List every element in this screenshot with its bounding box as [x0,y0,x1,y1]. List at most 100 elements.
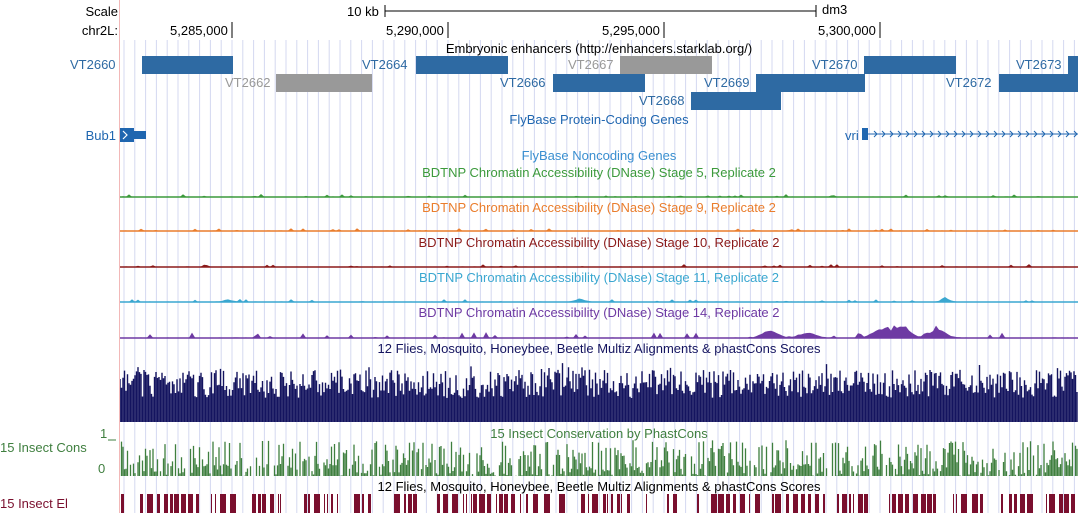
gene-vri-strand [1017,130,1022,138]
insect-element [1009,494,1012,513]
gene-vri-strand [945,130,950,138]
insect-element [726,494,730,513]
track-title-protein-genes[interactable]: FlyBase Protein-Coding Genes [509,112,689,127]
insect-element [278,494,279,513]
enhancer-feature[interactable] [1068,56,1078,74]
insect-element [772,494,774,513]
enhancer-label[interactable]: VT2669 [704,75,750,90]
enhancer-feature[interactable] [416,56,508,74]
insect-element [581,494,585,513]
enhancer-feature[interactable] [620,56,712,74]
insect-element [140,494,143,513]
gene-vri-strand [1001,130,1006,138]
insect-element [611,494,613,513]
insect-element [621,494,622,513]
track-title-multiz[interactable]: 12 Flies, Mosquito, Honeybee, Beetle Mul… [377,341,821,356]
insect-element [972,494,978,513]
insect-element [889,494,890,513]
track-title-dnase-stage9[interactable]: BDTNP Chromatin Accessibility (DNase) St… [422,200,776,215]
gene-bub1-strand [122,130,128,140]
insect-element [544,494,550,513]
enhancer-feature[interactable] [756,74,865,92]
chrom-label: chr2L: [81,23,118,38]
gene-vri-strand [1065,130,1070,138]
enhancer-feature[interactable] [691,92,781,110]
insect-element [479,494,485,513]
gene-vri-strand [1033,130,1038,138]
insect-element [174,494,179,513]
gene-vri-strand [1009,130,1014,138]
gene-vri-strand [881,130,886,138]
insect-element [324,494,325,513]
gene-label-vri[interactable]: vri [845,128,859,143]
enhancer-label[interactable]: VT2667 [568,57,614,72]
enhancer-label[interactable]: VT2672 [946,75,992,90]
insect-element [858,494,863,513]
insect-element [1059,494,1063,513]
insect-element [815,494,819,513]
track-title-dnase-stage10[interactable]: BDTNP Chromatin Accessibility (DNase) St… [418,235,780,250]
insect-element [627,494,630,513]
insect-cons-signal [120,440,1078,476]
enhancer-label[interactable]: VT2670 [812,57,858,72]
ruler-tick-label: 5,295,000 [602,23,660,38]
insect-element [953,494,954,513]
enhancer-label[interactable]: VT2664 [362,57,408,72]
insect-element [933,494,936,513]
insect-element [196,494,199,513]
enhancer-label[interactable]: VT2668 [639,93,685,108]
insect-element [362,494,364,513]
insect-element [258,494,261,513]
track-title-dnase-stage14[interactable]: BDTNP Chromatin Accessibility (DNase) St… [418,305,780,320]
track-title-dnase-stage11[interactable]: BDTNP Chromatin Accessibility (DNase) St… [418,270,780,285]
scale-bar-text: 10 kb [347,4,379,19]
insect-element [520,494,521,513]
label-divider [119,0,120,513]
enhancer-feature[interactable] [553,74,645,92]
insect-element [354,494,360,513]
insect-element [775,494,781,513]
ruler-tick-label: 5,290,000 [386,23,444,38]
gene-vri-strand [969,130,974,138]
dnase-signal [120,297,1078,302]
track-title-noncoding-genes[interactable]: FlyBase Noncoding Genes [521,148,677,163]
enhancer-feature[interactable] [276,74,372,92]
insect-element [262,494,266,513]
insect-elements-left-label[interactable]: 15 Insect El [0,496,68,511]
insect-element [504,494,508,513]
insect-element [793,494,798,513]
insect-element [755,494,760,513]
dnase-signal [120,194,1078,197]
gene-bub1-utr [134,131,146,139]
insect-element [921,494,926,513]
enhancer-feature[interactable] [999,74,1078,92]
gene-label-bub1[interactable]: Bub1 [85,128,116,143]
enhancer-label[interactable]: VT2662 [225,75,271,90]
assembly-label: dm3 [822,2,848,17]
insect-element [808,494,811,513]
track-title-enhancers[interactable]: Embryonic enhancers (http://enhancers.st… [445,41,753,56]
track-title-insect-cons[interactable]: 15 Insect Conservation by PhastCons [490,426,708,441]
insect-element [1049,494,1055,513]
insect-element [211,494,212,513]
track-title-insect-elements[interactable]: 12 Flies, Mosquito, Honeybee, Beetle Mul… [377,479,821,494]
insect-element [252,494,256,513]
enhancer-feature[interactable] [864,56,956,74]
insect-element [607,494,608,513]
insect-element [559,494,565,513]
enhancer-feature[interactable] [142,56,233,74]
insect-element [147,494,153,513]
enhancer-label[interactable]: VT2673 [1016,57,1062,72]
track-title-dnase-stage5[interactable]: BDTNP Chromatin Accessibility (DNase) St… [422,165,776,180]
enhancer-label[interactable]: VT2660 [70,57,116,72]
enhancer-label[interactable]: VT2666 [500,75,546,90]
insect-cons-left-label[interactable]: 15 Insect Cons [0,440,87,455]
insect-element [1064,494,1069,513]
insect-element [181,494,186,513]
insect-element [327,494,328,513]
gene-vri-strand [961,130,966,138]
insect-element [1001,494,1003,513]
gene-vri-strand [873,130,878,138]
